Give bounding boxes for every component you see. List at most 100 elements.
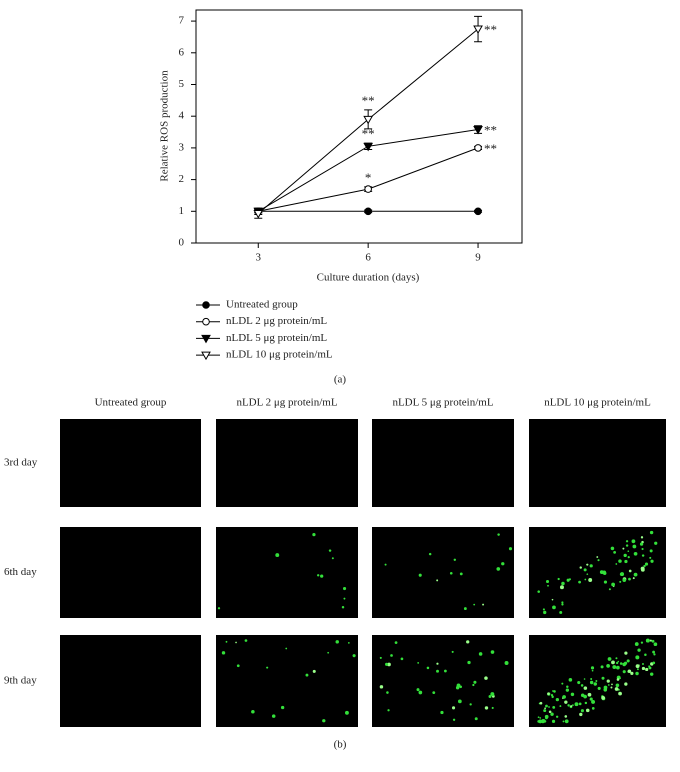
fluorescent-cell — [589, 680, 594, 685]
fluorescent-cell — [611, 683, 613, 686]
fluorescent-cell — [547, 692, 550, 696]
data-point — [363, 142, 374, 152]
fluorescent-cell — [591, 669, 594, 672]
fluorescent-cell — [285, 647, 288, 650]
fluorescent-cell — [327, 651, 330, 654]
fluorescent-cell — [624, 651, 628, 655]
fluorescent-cell — [564, 715, 568, 718]
fluorescent-cell — [580, 709, 584, 713]
fluorescent-cell — [599, 570, 604, 574]
fluorescent-cell — [611, 660, 615, 665]
fluorescent-cell — [580, 693, 585, 697]
fluorescent-cell — [561, 682, 564, 685]
fluorescent-cell — [543, 610, 547, 615]
micrograph — [372, 527, 514, 618]
fluorescent-cell — [561, 601, 564, 604]
fluorescent-cell — [644, 653, 647, 656]
fluorescent-cell — [585, 708, 590, 713]
fluorescent-cell — [225, 640, 228, 643]
fluorescent-cell — [432, 691, 436, 695]
fluorescent-cell — [400, 657, 404, 661]
fluorescent-cell — [574, 702, 579, 707]
fluorescent-cell — [436, 662, 439, 665]
fluorescent-cell — [341, 605, 345, 609]
fluorescent-cell — [552, 705, 556, 709]
fluorescent-cell — [443, 669, 447, 673]
legend-marker — [202, 301, 210, 309]
fluorescent-cell — [320, 574, 324, 578]
micrograph — [529, 419, 666, 507]
fluorescent-cell — [597, 686, 601, 690]
fluorescent-cell — [586, 563, 589, 566]
fluorescent-cell — [312, 669, 316, 673]
fluorescent-cell — [610, 546, 615, 551]
fluorescent-cell — [552, 605, 556, 610]
fluorescent-cell — [606, 663, 610, 668]
fluorescent-cell — [459, 572, 463, 576]
fluorescent-cell — [436, 579, 439, 582]
fluorescent-cell — [451, 650, 454, 653]
fluorescent-cell — [571, 704, 574, 707]
fluorescent-cell — [474, 717, 478, 721]
x-axis-title: Culture duration (days) — [317, 272, 420, 284]
fluorescent-cell — [634, 642, 639, 646]
fluorescent-cell — [625, 540, 629, 543]
fluorescent-cell — [548, 706, 550, 708]
fluorescent-cell — [591, 707, 595, 710]
fluorescent-cell — [624, 682, 628, 686]
fluorescent-cell — [654, 541, 658, 545]
fluorescent-cell — [618, 691, 622, 696]
fluorescent-cell — [615, 683, 620, 688]
fluorescent-cell — [488, 694, 492, 698]
fluorescent-cell — [472, 683, 475, 687]
x-tick-label: 6 — [365, 252, 371, 264]
fluorescent-cell — [641, 554, 645, 557]
fluorescent-cell — [491, 706, 494, 710]
fluorescent-cell — [537, 590, 540, 593]
fluorescent-cell — [603, 580, 608, 584]
row-label: 9th day — [4, 675, 37, 687]
fluorescent-cell — [564, 719, 569, 724]
fluorescent-cell — [570, 705, 573, 708]
fluorescent-cell — [504, 660, 509, 665]
fluorescent-cell — [551, 695, 554, 699]
row-label: 3rd day — [4, 457, 38, 469]
fluorescent-cell — [469, 703, 472, 706]
fluorescent-cell — [496, 567, 501, 571]
fluorescent-cell — [467, 660, 471, 665]
data-point — [474, 144, 482, 152]
fluorescent-cell — [559, 610, 563, 614]
fluorescent-cell — [244, 639, 248, 642]
fluorescent-cell — [271, 714, 276, 718]
column-header: nLDL 10 μg protein/mL — [544, 397, 651, 409]
fluorescent-cell — [542, 608, 545, 611]
legend-label: nLDL 5 μg protein/mL — [226, 332, 327, 344]
fluorescent-cell — [280, 705, 285, 710]
fluorescent-cell — [622, 547, 625, 550]
y-tick-label: 7 — [179, 15, 185, 27]
fluorescent-cell — [453, 558, 457, 561]
legend-label: nLDL 10 μg protein/mL — [226, 349, 333, 361]
fluorescent-cell — [641, 662, 644, 665]
fluorescent-cell — [539, 701, 543, 705]
fluorescent-cell — [615, 563, 618, 565]
fluorescent-cell — [508, 547, 513, 551]
fluorescent-cell — [548, 710, 552, 714]
fluorescent-cell — [545, 704, 548, 708]
fluorescent-cell — [463, 607, 467, 610]
fluorescent-cell — [418, 573, 422, 577]
fluorescent-cell — [601, 695, 606, 700]
data-point — [363, 115, 374, 125]
fluorescent-cell — [588, 578, 593, 582]
fluorescent-cell — [342, 586, 347, 591]
fluorescent-cell — [537, 720, 540, 723]
fluorescent-cell — [565, 688, 570, 692]
fluorescent-cell — [641, 547, 644, 551]
fluorescent-cell — [635, 671, 639, 676]
fluorescent-cell — [331, 557, 334, 560]
fluorescent-cell — [316, 574, 320, 577]
fluorescent-cell — [568, 678, 573, 682]
fluorescent-cell — [478, 652, 483, 656]
fluorescent-cell — [352, 654, 356, 658]
fluorescent-cell — [624, 559, 628, 564]
